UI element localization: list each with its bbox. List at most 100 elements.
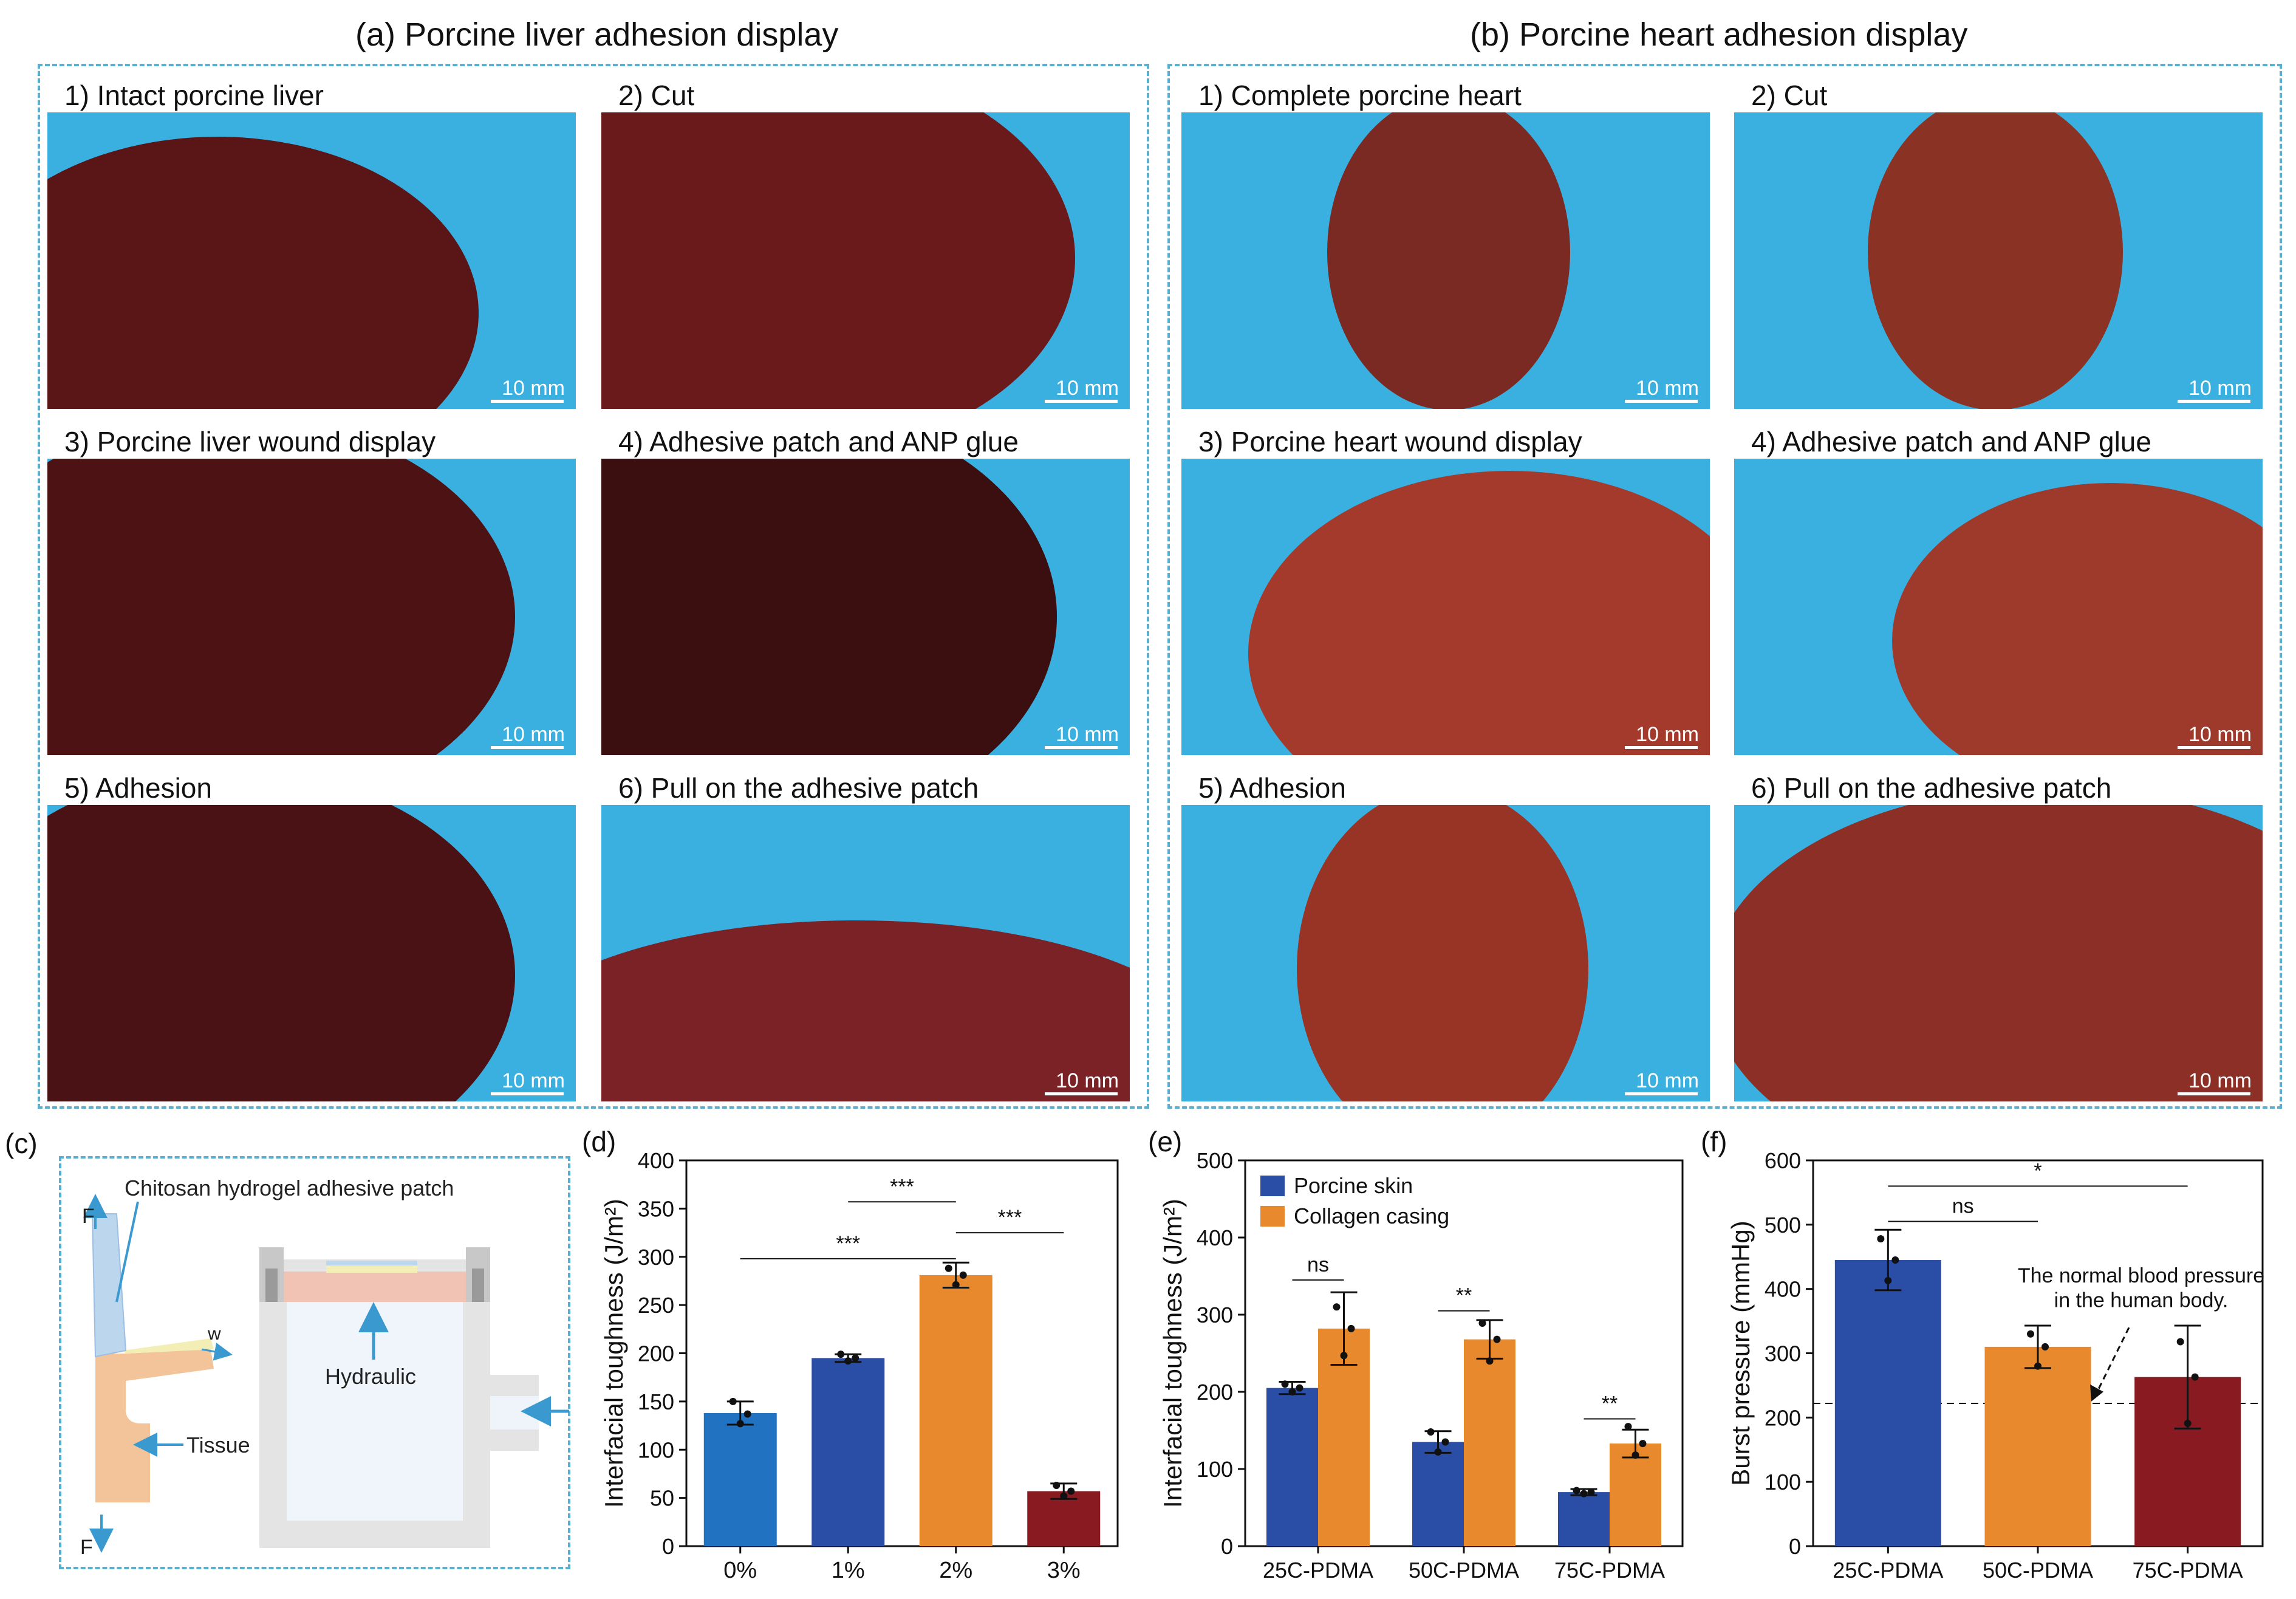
x-tick-label: 25C-PDMA [1263,1558,1373,1583]
bar-75C-PDMA-1-data-point [1624,1423,1632,1431]
x-tick-label: 3% [1047,1558,1081,1583]
panel-c-frame [59,1156,570,1569]
scale-bar-label: 10 mm [2188,1069,2252,1092]
significance-label: ns [1952,1195,1974,1218]
bar-25C-PDMA-bar [1834,1260,1941,1546]
photo-illustration [47,805,515,1101]
panel-b-photo-4-label: 4) Adhesive patch and ANP glue [1751,426,2151,457]
panel-a-photo-3-label: 3) Porcine liver wound display [64,426,436,457]
photo-illustration [1868,112,2123,409]
width-arrow [201,1343,233,1361]
clamp-right-dark [472,1269,484,1302]
panel-b-photo-6: 10 mm [1734,805,2263,1101]
photo-illustration [1297,805,1588,1101]
photo-illustration [601,112,1075,409]
photo-illustration [601,459,1057,755]
scale-bar [2178,400,2250,403]
panel-b-photo-2: 10 mm [1734,112,2263,409]
x-tick-label: 75C-PDMA [1554,1558,1665,1583]
force-bottom-label: F [80,1536,93,1559]
panel-b-title: (b) Porcine heart adhesion display [1470,16,1968,53]
y-tick-label: 200 [1765,1405,1801,1430]
scale-bar [1625,400,1698,403]
bar-3pct-data-point [1067,1487,1075,1495]
y-tick-label: 400 [1197,1225,1233,1250]
scale-bar-label: 10 mm [2188,377,2252,400]
panel-b-photo-1-label: 1) Complete porcine heart [1198,80,1522,111]
y-tick-label: 300 [1197,1303,1233,1327]
significance-label: ns [1307,1253,1329,1276]
bar-2pct-data-point [952,1281,960,1289]
bar-75C-PDMA-0-data-point [1573,1487,1580,1495]
bar-0pct-bar [703,1412,777,1546]
chart-d: 0 50 100 150 200 250 300 350 400 Interfacial toug… [600,1148,1119,1583]
bar-50C-PDMA-0-bar [1412,1442,1464,1546]
panel-c-tag: (c) [5,1128,38,1159]
panel-a-photo-2-label: 2) Cut [618,80,695,111]
bar-50C-PDMA-1-data-point [1478,1319,1486,1327]
bar-1pct-bar [811,1358,885,1546]
panel-a-frame [38,64,1149,1109]
bar-25C-PDMA-0-data-point [1281,1380,1289,1388]
annotation-line-1: The normal blood pressure [2018,1264,2264,1287]
y-tick-label: 250 [638,1293,674,1318]
scale-bar-label: 10 mm [1636,377,1699,400]
annotation-arrowhead [2090,1384,2103,1402]
y-tick-label: 500 [1197,1148,1233,1173]
scale-bar-label: 10 mm [502,1069,565,1092]
x-tick-label: 2% [939,1558,972,1583]
panel-a-photo-5: 10 mm [47,805,576,1101]
scale-bar [1045,400,1118,403]
bar-2pct-data-point [945,1264,952,1272]
hydraulic-label: Hydraulic [325,1364,416,1389]
bar-50C-PDMA-1-bar [1464,1339,1515,1546]
x-tick-label: 1% [832,1558,865,1583]
bar-2pct-bar [919,1275,993,1546]
panel-a-title: (a) Porcine liver adhesion display [355,16,839,53]
bar-75C-PDMA-0-data-point [1587,1488,1595,1496]
tissue-strip [95,1354,150,1502]
scale-bar [1045,1092,1118,1095]
x-tick-label: 50C-PDMA [1409,1558,1519,1583]
y-axis-label: Interfacial toughness (J/m²) [1158,1199,1187,1508]
panel-a-photo-4: 10 mm [601,459,1130,755]
x-tick-label: 50C-PDMA [1983,1558,2093,1583]
scale-bar [1045,746,1118,749]
panel-a-photo-5-label: 5) Adhesion [64,772,212,804]
significance-label: * [2034,1159,2041,1182]
panel-a-photo-6: 10 mm [601,805,1130,1101]
y-tick-label: 100 [1765,1470,1801,1495]
photo-illustration [47,137,479,409]
bar-25C-PDMA-data-point [1877,1235,1885,1243]
scale-bar [491,746,564,749]
legend-swatch [1260,1176,1285,1196]
bar-25C-PDMA-0-data-point [1288,1388,1296,1395]
panel-b-photo-6-label: 6) Pull on the adhesive patch [1751,772,2112,804]
bar-25C-PDMA-0-data-point [1296,1384,1303,1392]
patch-layer [326,1264,417,1273]
photo-illustration [1892,483,2263,755]
bar-50C-PDMA-data-point [2041,1343,2049,1351]
chart-f: 0 100 200 300 400 500 600 Burst pressure (mmHg)… [1726,1148,2264,1583]
bar-50C-PDMA-bar [1984,1346,2091,1546]
bar-75C-PDMA-1-data-point [1631,1451,1639,1459]
y-tick-label: 0 [1789,1534,1801,1559]
scale-bar-label: 10 mm [1056,1069,1119,1092]
panel-f-tag: (f) [1701,1126,1727,1157]
bar-75C-PDMA-0-bar [1558,1492,1610,1546]
bar-25C-PDMA-1-data-point [1340,1352,1348,1360]
bar-3pct-data-point [1053,1481,1061,1489]
annotation-line-2: in the human body. [2054,1289,2229,1312]
y-tick-label: 100 [1197,1457,1233,1482]
bar-50C-PDMA-data-point [2034,1362,2041,1370]
panel-e-tag: (e) [1148,1126,1183,1157]
bar-1pct-data-point [837,1351,845,1358]
tissue-layer [259,1272,490,1302]
bar-0pct-data-point [736,1420,744,1428]
panel-a-photo-2: 10 mm [601,112,1130,409]
width-label: w [207,1324,221,1344]
annotation-arrow [2094,1327,2130,1395]
scale-bar [2178,1092,2250,1095]
bar-50C-PDMA-0-data-point [1441,1438,1449,1446]
y-tick-label: 50 [650,1486,674,1511]
